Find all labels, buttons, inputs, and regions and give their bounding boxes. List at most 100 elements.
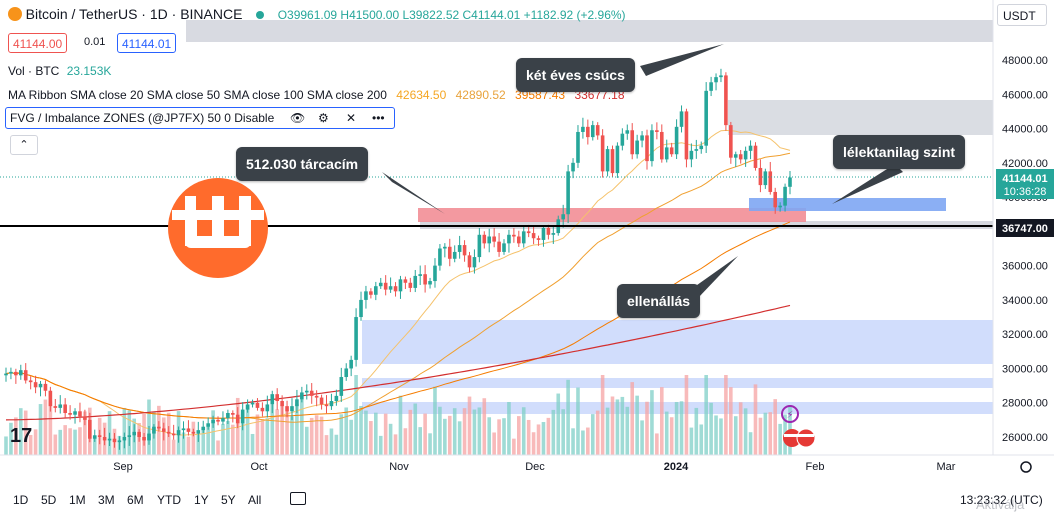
candle-body-77 [383,282,388,290]
volume-bar-142 [704,375,708,455]
volume-bar-54 [270,404,275,455]
candle-body-20 [102,437,107,441]
candle-body-122 [605,149,610,172]
eye-icon[interactable]: 👁 [290,111,306,125]
timeframe-5d[interactable]: 5D [41,493,57,507]
candle-body-25 [127,435,132,437]
candle-body-146 [724,75,728,126]
collapse-button[interactable]: ⌃ [10,135,38,155]
volume-bar-98 [487,417,492,455]
candle-body-75 [374,286,378,295]
volume-bar-85 [423,413,427,455]
volume-bar-152 [753,384,758,455]
timeframe-5y[interactable]: 5Y [221,493,236,507]
candle-body-46 [231,413,235,415]
ma-value-20: 42634.50 [396,88,447,102]
candle-body-71 [354,317,358,360]
calendar-icon[interactable] [290,492,306,505]
candle-body-141 [699,145,704,150]
volume-bar-56 [280,404,284,455]
gear-icon[interactable] [1020,461,1032,473]
more-icon[interactable]: ••• [372,111,385,125]
candle-body-52 [260,407,265,412]
close-icon[interactable]: ✕ [346,111,357,125]
gear-icon[interactable]: ⚙ [318,111,329,125]
ma-ribbon-label[interactable]: MA Ribbon SMA close 20 SMA close 50 SMA … [8,88,387,102]
volume-bar-48 [240,413,245,455]
volume-bar-87 [433,386,437,455]
volume-bar-110 [546,417,551,455]
volume-label: Vol · BTC [8,64,60,78]
timeframe-ytd[interactable]: YTD [157,493,181,507]
flash-icon[interactable] [781,405,799,423]
candle-body-7 [38,383,43,388]
volume-bar-106 [526,419,531,455]
volume-bar-149 [738,402,743,455]
currency-button[interactable]: USDT [997,4,1047,26]
candle-body-57 [285,406,289,412]
wallet-callout: 512.030 tárcacím [236,147,369,181]
volume-bar-128 [635,395,639,455]
volume-bar-41 [206,425,210,455]
candle-body-144 [714,77,718,83]
timeframe-3m[interactable]: 3M [98,493,115,507]
candle-body-88 [438,248,442,266]
volume-bar-141 [699,424,704,455]
volume-bar-52 [260,419,265,455]
timeframe-6m[interactable]: 6M [127,493,144,507]
candle-body-32 [161,428,166,432]
candle-body-56 [280,401,284,407]
symbol-title[interactable]: Bitcoin / TetherUS · 1D · BINANCE [25,6,243,22]
candle-body-153 [758,167,763,186]
volume-bar-73 [364,410,368,455]
volume-bar-1 [9,422,13,455]
timeframe-1m[interactable]: 1M [69,493,86,507]
candle-body-156 [773,191,778,208]
volume-bar-139 [689,427,694,455]
resistance-arrow [690,256,738,298]
fvg-indicator-legend[interactable]: FVG / Imbalance ZONES (@JP7FX) 50 0 Disa… [5,107,395,129]
candle-body-108 [536,238,541,240]
volume-bar-76 [378,435,383,455]
fvg-zone-upper [728,100,993,135]
timeframe-1d[interactable]: 1D [13,493,29,507]
candle-body-9 [48,390,53,407]
candle-body-38 [191,431,196,434]
volume-bar-132 [655,433,659,455]
time-axis[interactable]: Sep Oct Nov Dec 2024 Feb Mar [113,461,956,473]
volume-bar-34 [171,439,176,455]
us-flag-icon[interactable] [783,429,801,447]
volume-bar-79 [393,434,398,455]
current-price-box [996,169,1054,199]
volume-bar-116 [576,387,580,455]
price-tick-5: 36000.00 [1002,261,1048,273]
candle-body-37 [186,428,191,432]
candle-body-113 [561,214,565,220]
price-tick-4: 34000.00 [1002,295,1048,307]
candle-body-30 [152,426,156,434]
volume-bar-136 [674,401,679,455]
volume-bar-61 [304,426,309,455]
candle-body-63 [314,395,319,398]
candle-body-70 [349,359,353,369]
candle-body-158 [783,186,787,206]
volume-bar-124 [615,399,620,455]
volume-bar-155 [768,412,773,455]
volume-bar-66 [329,428,334,455]
candle-body-155 [768,171,773,192]
candle-body-73 [364,291,368,300]
volume-bar-68 [339,414,344,455]
market-status-icon [256,11,265,19]
ath-callout: két éves csúcs [516,58,635,92]
us-flag-icon-2[interactable] [796,428,816,448]
buy-price-button[interactable]: 41144.01 [117,33,177,53]
clock-label[interactable]: 13:23:32 (UTC) [960,493,1043,507]
sell-price-button[interactable]: 41144.00 [8,33,68,53]
volume-bar-111 [551,409,556,455]
timeframe-all[interactable]: All [248,493,262,507]
volume-bar-86 [428,433,432,455]
volume-bar-97 [482,398,487,455]
candle-body-111 [551,233,556,235]
volume-bar-81 [403,428,408,455]
timeframe-1y[interactable]: 1Y [194,493,209,507]
